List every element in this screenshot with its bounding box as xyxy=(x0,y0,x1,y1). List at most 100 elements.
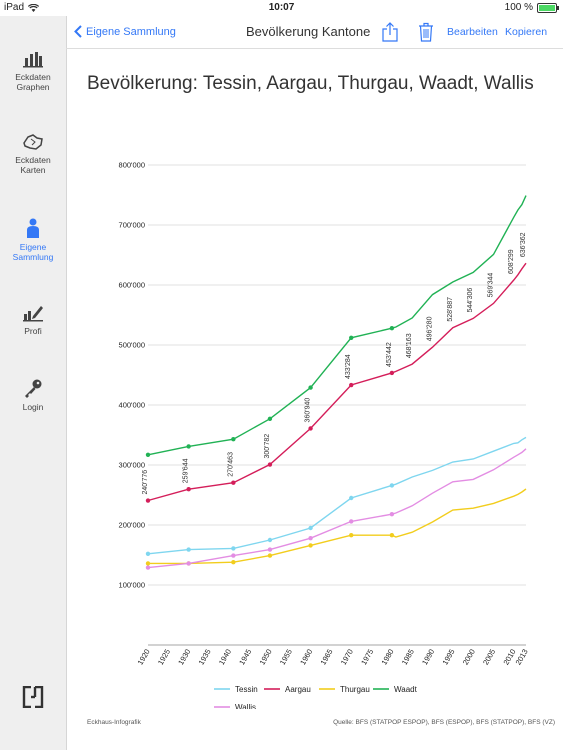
data-point xyxy=(231,553,236,558)
copy-button[interactable]: Kopieren xyxy=(505,26,548,38)
data-label: 360'940 xyxy=(305,398,312,423)
data-label: 453'442 xyxy=(386,342,393,367)
sidebar-item-login[interactable]: Login xyxy=(0,378,66,412)
map-icon xyxy=(23,134,43,150)
sidebar-item-eckdaten-karten[interactable]: Eckdaten Karten xyxy=(0,133,66,175)
series-line-waadt xyxy=(147,195,527,456)
y-tick-label: 600'000 xyxy=(119,281,145,290)
data-point xyxy=(349,495,354,501)
battery-icon xyxy=(537,2,559,13)
data-label: 496'280 xyxy=(427,316,434,341)
data-point xyxy=(349,519,354,524)
y-tick-label: 300'000 xyxy=(119,461,145,470)
data-point xyxy=(145,452,151,457)
x-tick-label: 1930 xyxy=(176,648,192,667)
chevron-left-icon xyxy=(74,25,82,38)
sidebar-item-label: Sammlung xyxy=(12,252,54,262)
series-line-thurgau xyxy=(148,488,527,565)
sidebar-item-eigene-sammlung[interactable]: Eigene Sammlung xyxy=(0,218,66,262)
x-tick-label: 1950 xyxy=(258,648,274,667)
data-point xyxy=(389,512,395,517)
y-tick-label: 800'000 xyxy=(119,161,145,170)
data-point xyxy=(145,565,151,570)
x-tick-label: 1970 xyxy=(339,648,355,667)
wifi-icon xyxy=(28,3,40,12)
y-tick-label: 700'000 xyxy=(119,221,145,230)
back-button[interactable]: Eigene Sammlung xyxy=(74,25,176,38)
data-point xyxy=(267,537,273,543)
data-point xyxy=(186,561,191,566)
data-label: 468'163 xyxy=(406,333,413,358)
edit-button[interactable]: Bearbeiten xyxy=(447,26,498,38)
x-tick-label: 1990 xyxy=(420,648,436,667)
series-line-wallis xyxy=(147,448,527,569)
data-label: 528'887 xyxy=(447,297,454,322)
chart-title: Bevölkerung: Tessin, Aargau, Thurgau, Wa… xyxy=(87,73,534,94)
data-label: 300'782 xyxy=(264,434,271,459)
sidebar-item-label: Eckdaten xyxy=(15,155,51,165)
footer-source: Quelle: BFS (STATPOP ESPOP), BFS (ESPOP)… xyxy=(333,719,555,726)
data-point xyxy=(308,543,313,548)
data-point xyxy=(231,480,236,485)
data-point xyxy=(145,561,151,566)
population-line-chart: 100'000 200'000 300'000 400'000 500'000 600'0… xyxy=(119,161,530,710)
data-point xyxy=(231,560,236,565)
data-point xyxy=(308,536,313,541)
y-tick-label: 400'000 xyxy=(119,401,145,410)
x-tick-label: 1985 xyxy=(400,648,416,667)
sidebar-item-label: Eckdaten xyxy=(15,72,51,82)
data-label: 433'284 xyxy=(345,354,352,379)
trash-icon[interactable] xyxy=(418,22,434,42)
sidebar-item-label: Eigene xyxy=(19,242,47,252)
page-title: Bevölkerung Kantone xyxy=(246,24,371,39)
y-tick-label: 200'000 xyxy=(119,521,145,530)
y-tick-label: 100'000 xyxy=(119,581,145,590)
legend-label: Tessin xyxy=(235,685,258,694)
data-point xyxy=(267,416,273,421)
sidebar-item-label: Profi xyxy=(24,326,42,336)
person-icon xyxy=(27,218,39,238)
data-point xyxy=(267,462,273,467)
x-tick-label: 1935 xyxy=(197,648,213,667)
data-point xyxy=(308,426,313,431)
chart-pen-icon xyxy=(23,306,43,322)
x-tick-label: 1940 xyxy=(217,648,233,667)
chart-card: Bevölkerung: Tessin, Aargau, Thurgau, Wa… xyxy=(66,49,563,750)
device-label: iPad xyxy=(4,2,25,13)
data-point xyxy=(308,385,313,390)
x-tick-label: 1995 xyxy=(440,648,456,667)
data-point xyxy=(349,533,354,538)
data-point xyxy=(389,326,395,331)
series-line-aargau xyxy=(147,262,527,502)
series-line-tessin xyxy=(147,436,527,555)
data-point xyxy=(231,437,236,442)
navigation-bar: Eigene Sammlung Bevölkerung Kantone Bear… xyxy=(66,16,563,49)
x-tick-label: 1955 xyxy=(278,648,294,667)
sidebar-item-profi[interactable]: Profi xyxy=(0,304,66,336)
data-point xyxy=(267,553,273,558)
data-point xyxy=(145,498,151,503)
sidebar-item-label: Graphen xyxy=(16,82,50,92)
footer-credit: Eckhaus-Infografik xyxy=(87,719,141,726)
x-tick-label: 2000 xyxy=(461,648,477,667)
data-point xyxy=(349,382,354,388)
data-point xyxy=(145,551,151,556)
data-point xyxy=(389,370,395,376)
data-point xyxy=(389,533,395,538)
x-tick-label: 2005 xyxy=(481,648,497,667)
legend-label: Thurgau xyxy=(340,685,370,694)
x-tick-label: 1925 xyxy=(156,648,172,667)
clock: 10:07 xyxy=(268,2,295,13)
sidebar-item-label: Login xyxy=(22,402,44,412)
data-point xyxy=(267,547,273,552)
x-tick-label: 2013 xyxy=(514,648,530,667)
sidebar-item-eckdaten-graphen[interactable]: Eckdaten Graphen xyxy=(0,50,66,92)
data-label: 544'306 xyxy=(467,288,474,313)
data-point xyxy=(186,487,191,492)
data-label: 240'776 xyxy=(142,470,149,495)
share-icon[interactable] xyxy=(382,22,398,42)
data-label: 636'362 xyxy=(520,232,527,257)
x-tick-label: 1965 xyxy=(318,648,334,667)
key-icon xyxy=(25,379,42,398)
data-label: 270'463 xyxy=(227,452,234,477)
